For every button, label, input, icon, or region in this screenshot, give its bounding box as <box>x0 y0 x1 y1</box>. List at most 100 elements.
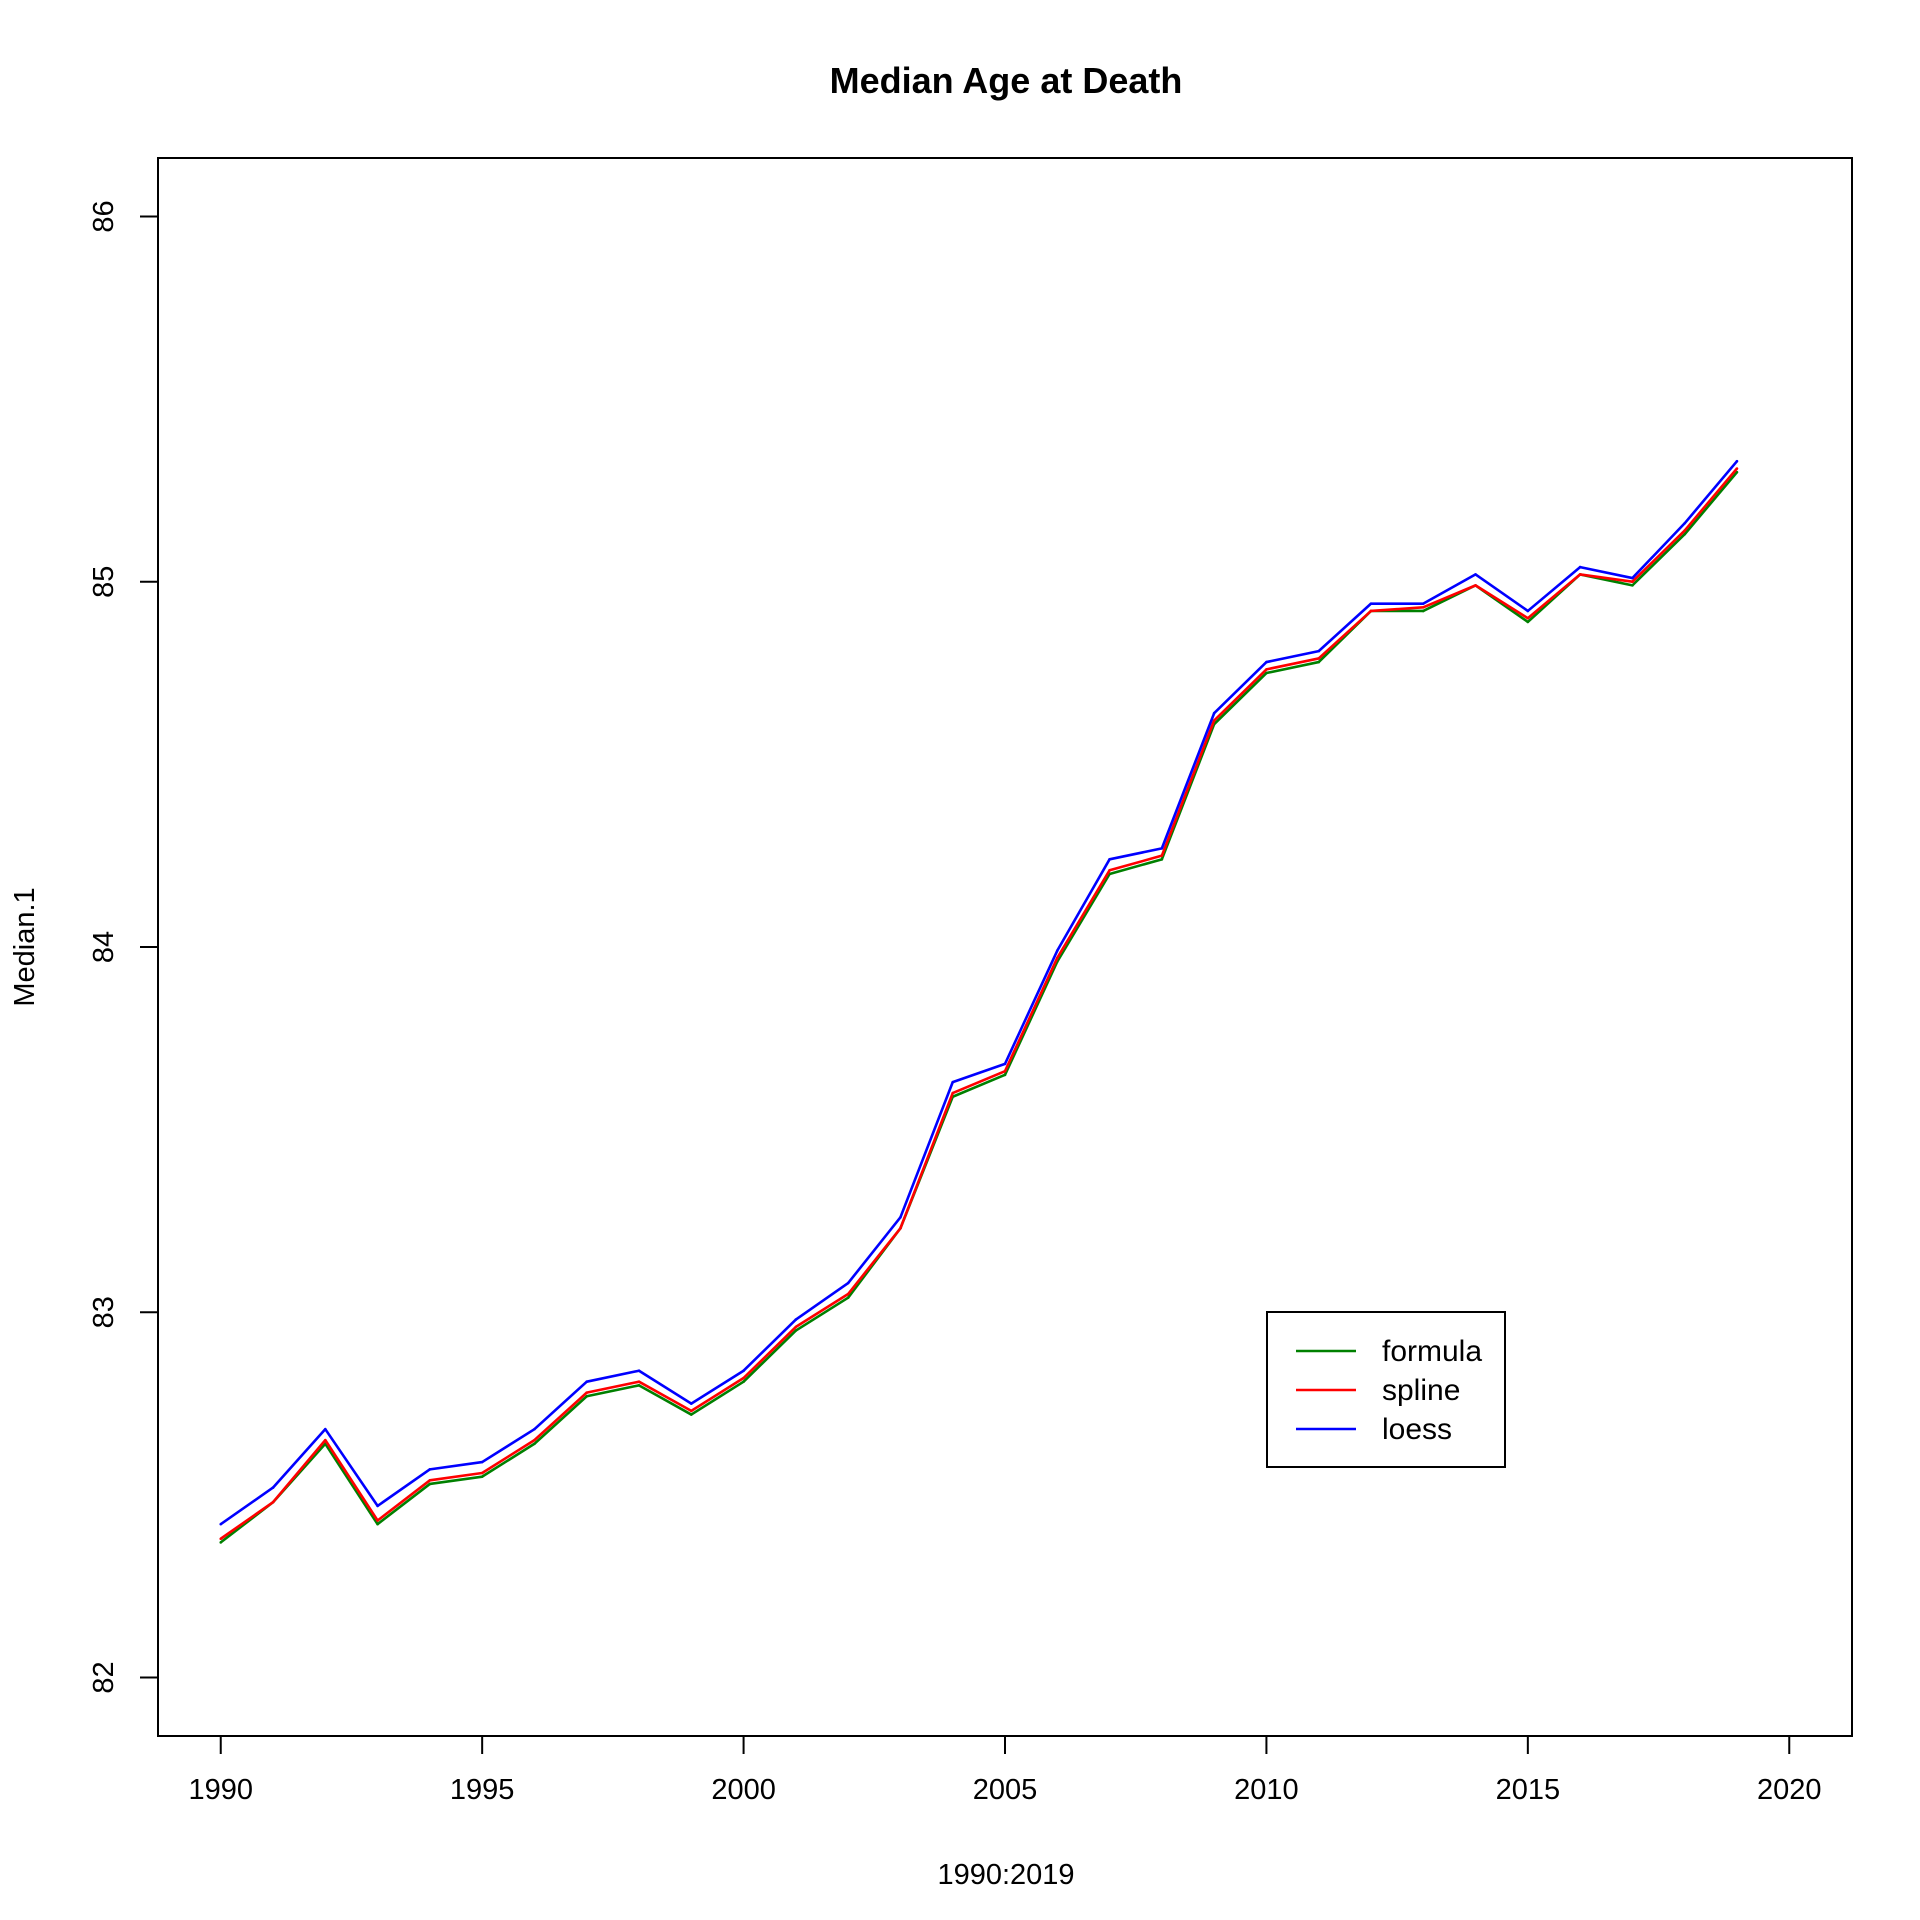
data-point-loess <box>585 1380 589 1383</box>
data-point-loess <box>1160 847 1164 850</box>
data-point-spline <box>1003 1069 1007 1073</box>
data-point-spline <box>1631 580 1634 584</box>
data-point-loess <box>271 1486 275 1489</box>
data-point-spline <box>1474 584 1477 587</box>
x-axis: 1990 1995 2000 2005 2010 2015 2020 <box>188 1735 1822 1806</box>
x-axis-label: 1990:2019 <box>937 1859 1074 1891</box>
y-axis-label: Median.1 <box>9 887 41 1006</box>
chart-title: Median Age at Death <box>830 60 1183 101</box>
legend-label-spline: spline <box>1382 1374 1460 1407</box>
data-point-loess <box>1683 521 1686 525</box>
y-tick-label: 83 <box>88 1296 120 1328</box>
data-point-loess <box>1526 609 1530 613</box>
data-point-formula <box>846 1296 850 1299</box>
data-point-spline <box>428 1479 432 1482</box>
legend-label-formula: formula <box>1382 1335 1482 1368</box>
data-point-loess <box>324 1427 327 1431</box>
y-tick-label: 82 <box>88 1661 120 1693</box>
data-point-loess <box>428 1468 432 1471</box>
data-point-spline <box>637 1380 641 1383</box>
data-point-loess <box>846 1281 850 1285</box>
data-point-loess <box>1421 602 1425 605</box>
data-point-formula <box>1735 470 1739 474</box>
data-point-loess <box>1735 459 1739 463</box>
data-point-spline <box>742 1376 745 1380</box>
legend-label-loess: loess <box>1382 1413 1452 1446</box>
data-point-formula <box>219 1541 223 1544</box>
data-point-formula <box>428 1482 432 1486</box>
data-point-formula <box>1265 671 1268 675</box>
data-point-loess <box>1474 573 1477 576</box>
data-point-loess <box>899 1216 902 1219</box>
y-tick-label: 86 <box>88 200 120 232</box>
data-point-loess <box>1369 602 1373 605</box>
data-point-loess <box>742 1369 745 1373</box>
data-point-loess <box>690 1402 693 1405</box>
data-point-formula <box>1631 584 1634 587</box>
data-point-spline <box>324 1438 327 1442</box>
data-point-spline <box>690 1409 693 1413</box>
data-point-formula <box>533 1442 536 1446</box>
y-tick-label: 85 <box>88 566 120 598</box>
data-point-loess <box>637 1369 641 1373</box>
data-point-spline <box>1160 854 1164 857</box>
data-point-loess <box>480 1460 484 1464</box>
data-point-loess <box>1003 1062 1007 1066</box>
data-point-formula <box>1526 620 1530 624</box>
series-spline <box>219 467 1739 1541</box>
data-point-loess <box>1108 858 1111 861</box>
data-point-formula <box>585 1394 589 1398</box>
y-axis: 82 83 84 85 86 <box>88 200 159 1694</box>
data-point-spline <box>1578 573 1582 576</box>
data-point-spline <box>951 1091 955 1095</box>
data-point-formula <box>1003 1073 1007 1077</box>
data-point-spline <box>846 1292 850 1296</box>
data-point-formula <box>1683 532 1686 536</box>
data-point-spline <box>1421 605 1425 609</box>
data-point-spline <box>1212 719 1216 722</box>
x-tick-label: 2015 <box>1496 1774 1561 1806</box>
series-line-spline <box>219 467 1738 1540</box>
data-point-spline <box>1317 657 1320 660</box>
data-point-spline <box>1369 609 1373 613</box>
data-point-spline <box>271 1500 275 1504</box>
x-tick-label: 2005 <box>973 1774 1038 1806</box>
data-point-formula <box>1317 660 1320 664</box>
data-point-spline <box>1735 467 1739 470</box>
series-line-loess <box>219 460 1738 1526</box>
data-point-loess <box>1055 949 1059 952</box>
data-point-loess <box>1631 576 1634 580</box>
x-tick-label: 1990 <box>188 1774 253 1806</box>
data-point-spline <box>585 1391 589 1394</box>
data-point-spline <box>1526 616 1530 620</box>
data-point-loess <box>1212 711 1216 715</box>
data-point-loess <box>533 1427 536 1431</box>
data-point-formula <box>1421 609 1425 613</box>
x-tick-label: 1995 <box>450 1774 515 1806</box>
y-tick-label: 84 <box>88 931 120 963</box>
series-loess <box>219 459 1739 1526</box>
x-tick-label: 2000 <box>711 1774 776 1806</box>
x-tick-label: 2010 <box>1234 1774 1299 1806</box>
data-point-formula <box>637 1384 641 1387</box>
data-point-spline <box>1265 668 1268 671</box>
data-point-formula <box>794 1329 798 1332</box>
data-point-spline <box>794 1325 798 1329</box>
data-point-loess <box>951 1080 955 1084</box>
data-point-formula <box>1160 858 1164 861</box>
data-point-loess <box>1317 649 1320 653</box>
data-point-loess <box>376 1504 379 1508</box>
data-point-spline <box>1683 529 1686 532</box>
data-point-formula <box>742 1380 745 1383</box>
data-point-spline <box>899 1226 902 1230</box>
data-point-spline <box>480 1471 484 1475</box>
data-point-loess <box>1578 565 1582 569</box>
series-layer <box>219 459 1739 1544</box>
data-point-spline <box>1108 868 1111 872</box>
legend: formula spline loess <box>1266 1311 1506 1468</box>
x-tick-label: 2020 <box>1757 1774 1822 1806</box>
data-point-spline <box>219 1537 223 1541</box>
data-point-spline <box>376 1519 379 1522</box>
